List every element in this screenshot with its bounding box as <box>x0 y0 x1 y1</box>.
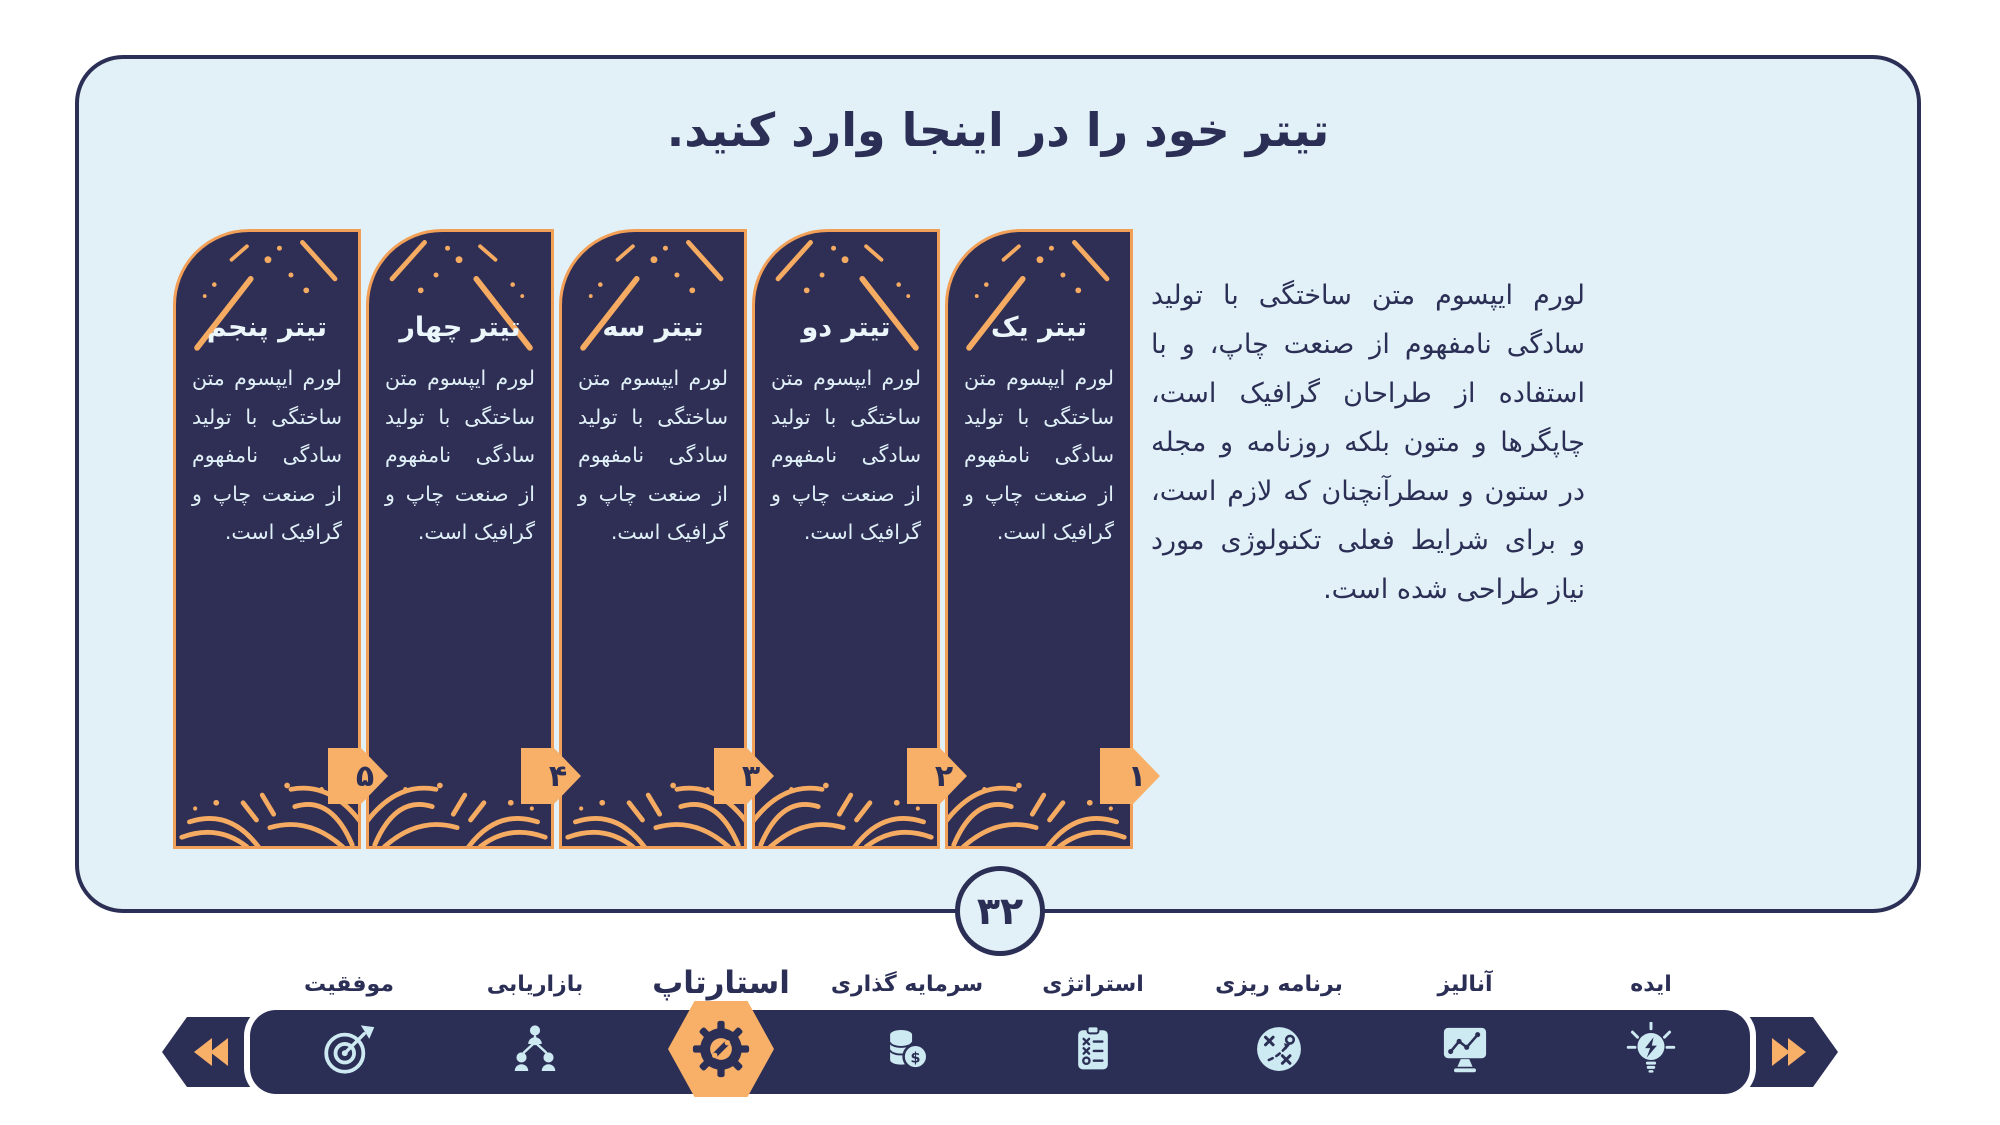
nav-item-label: استراتژی <box>1042 972 1144 997</box>
step-card-5: تیتر پنجم لورم ایپسوم متن ساختگی با تولی… <box>173 229 388 849</box>
nav-item-label: بازاریابی <box>486 972 584 997</box>
card-body-text: لورم ایپسوم متن ساختگی با تولید سادگی نا… <box>771 366 921 544</box>
intro-paragraph: لورم ایپسوم متن ساختگی با تولید سادگی نا… <box>1151 280 1585 605</box>
nav-item-investment[interactable]: سرمایه گذاری $ <box>814 935 1000 1097</box>
step-card-1: تیتر یک لورم ایپسوم متن ساختگی با تولید … <box>945 229 1160 849</box>
step-card-4: تیتر چهار لورم ایپسوم متن ساختگی با تولی… <box>366 229 581 849</box>
target-dart-icon <box>324 1025 375 1074</box>
slide-title: تیتر خود را در اینجا وارد کنید. <box>666 103 1330 157</box>
nav-item-label: آنالیز <box>1437 972 1493 997</box>
nav-item-planning[interactable]: برنامه ریزی <box>1186 935 1372 1097</box>
slide-panel: تیتر خود را در اینجا وارد کنید. لورم ایپ… <box>75 55 1921 913</box>
nav-next-button[interactable] <box>1742 1017 1838 1087</box>
nav-item-label: برنامه ریزی <box>1215 972 1343 997</box>
card-content: تیتر سه لورم ایپسوم متن ساختگی با تولید … <box>562 232 744 552</box>
card-title: تیتر دو <box>801 312 891 343</box>
nav-item-label: ایده <box>1630 972 1672 997</box>
active-hexagon-highlight <box>668 1001 774 1097</box>
card-content: تیتر پنجم لورم ایپسوم متن ساختگی با تولی… <box>176 232 358 552</box>
nav-items-row: ایده <box>256 935 1744 1097</box>
nav-item-marketing[interactable]: بازاریابی <box>442 935 628 1097</box>
card-content: تیتر یک لورم ایپسوم متن ساختگی با تولید … <box>948 232 1130 552</box>
step-card-2: تیتر دو لورم ایپسوم متن ساختگی با تولید … <box>752 229 967 849</box>
double-chevron-left-icon <box>194 1038 228 1066</box>
gear-wrench-icon <box>692 1020 750 1078</box>
nav-item-analysis[interactable]: آنالیز <box>1372 935 1558 1097</box>
card-title: تیتر پنجم <box>206 312 328 343</box>
nav-item-success[interactable]: موفقیت <box>256 935 442 1097</box>
nav-item-strategy[interactable]: استراتژی <box>1000 935 1186 1097</box>
timeline-navbar: ایده <box>160 935 1840 1103</box>
double-chevron-right-icon <box>1772 1038 1806 1066</box>
people-network-icon <box>514 1025 556 1071</box>
card-body-text: لورم ایپسوم متن ساختگی با تولید سادگی نا… <box>578 366 728 544</box>
nav-item-label: سرمایه گذاری <box>830 972 984 997</box>
nav-item-startup[interactable]: استارتاپ <box>628 935 814 1097</box>
checklist-clipboard-icon <box>1078 1025 1108 1070</box>
nav-item-label: استارتاپ <box>652 965 790 1001</box>
card-content: تیتر چهار لورم ایپسوم متن ساختگی با تولی… <box>369 232 551 552</box>
nav-item-label: موفقیت <box>304 972 394 997</box>
step-card-3: تیتر سه لورم ایپسوم متن ساختگی با تولید … <box>559 229 774 849</box>
card-body-text: لورم ایپسوم متن ساختگی با تولید سادگی نا… <box>192 366 342 544</box>
svg-text:$: $ <box>910 1051 920 1067</box>
monitor-chart-icon <box>1443 1027 1487 1073</box>
idea-bulb-icon <box>1626 1022 1676 1073</box>
nav-prev-button[interactable] <box>162 1017 258 1087</box>
card-content: تیتر دو لورم ایپسوم متن ساختگی با تولید … <box>755 232 937 552</box>
tactics-plan-icon <box>1257 1027 1301 1071</box>
coins-dollar-icon: $ <box>889 1030 929 1070</box>
nav-bar-background <box>250 1010 1750 1094</box>
page-number-badge: ۳۲ <box>955 866 1045 956</box>
step-number-badge: ۱ <box>1100 748 1160 804</box>
card-body-text: لورم ایپسوم متن ساختگی با تولید سادگی نا… <box>385 366 535 544</box>
card-title: تیتر چهار <box>399 312 521 343</box>
card-title: تیتر سه <box>602 312 704 343</box>
card-title: تیتر یک <box>990 312 1088 343</box>
step-cards-row: تیتر یک لورم ایپسوم متن ساختگی با تولید … <box>173 229 1160 849</box>
card-body-text: لورم ایپسوم متن ساختگی با تولید سادگی نا… <box>964 366 1114 544</box>
nav-item-idea[interactable]: ایده <box>1558 935 1744 1097</box>
